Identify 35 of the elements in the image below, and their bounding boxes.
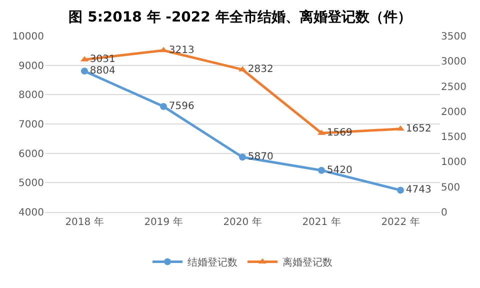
point bbox=[397, 186, 404, 194]
y-tick-label: 6000 bbox=[18, 148, 44, 160]
legend-label: 离婚登记数 bbox=[282, 256, 332, 269]
legend-label: 结婚登记数 bbox=[188, 256, 238, 269]
data-label: 8804 bbox=[90, 66, 116, 77]
point bbox=[81, 68, 88, 75]
y2-tick-label: 3000 bbox=[441, 56, 466, 68]
point bbox=[160, 103, 167, 110]
point bbox=[318, 166, 325, 174]
x-tick-label: 2019 年 bbox=[144, 216, 183, 228]
y2-tick-label: 1500 bbox=[441, 132, 466, 144]
point bbox=[239, 154, 246, 161]
x-tick-label: 2020 年 bbox=[223, 216, 262, 228]
x-tick-label: 2021 年 bbox=[302, 216, 341, 228]
y2-tick-label: 0 bbox=[441, 208, 448, 218]
chart-title: 图 5:2018 年 -2022 年全市结婚、离婚登记数（件） bbox=[68, 8, 412, 26]
y2-tick-label: 2000 bbox=[441, 106, 466, 118]
data-label: 5420 bbox=[326, 164, 352, 176]
data-label: 3213 bbox=[168, 44, 194, 56]
data-label: 7596 bbox=[168, 101, 194, 112]
y-tick-label: 10000 bbox=[12, 32, 44, 42]
y-tick-label: 4000 bbox=[18, 208, 44, 218]
data-label: 2832 bbox=[248, 64, 274, 76]
y-tick-label: 5000 bbox=[18, 178, 44, 190]
y2-tick-label: 3500 bbox=[441, 32, 466, 42]
y2-tick-label: 1000 bbox=[441, 157, 466, 168]
y2-tick-label: 2500 bbox=[441, 82, 466, 93]
y-tick-label: 8000 bbox=[18, 90, 44, 102]
y2-tick-label: 500 bbox=[441, 182, 460, 194]
data-label: 4743 bbox=[406, 184, 432, 196]
y-tick-label: 9000 bbox=[18, 60, 44, 72]
x-tick-label: 2022 年 bbox=[381, 216, 420, 228]
y-tick-label: 7000 bbox=[18, 120, 44, 130]
data-label: 1652 bbox=[406, 123, 432, 134]
x-tick-label: 2018 年 bbox=[65, 216, 104, 228]
